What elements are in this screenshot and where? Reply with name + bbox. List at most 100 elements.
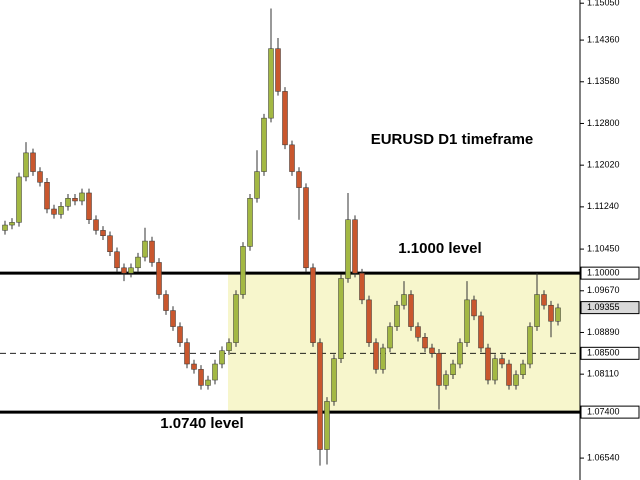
- candle-body: [149, 240, 155, 263]
- candle-body: [9, 222, 15, 226]
- candle-body: [191, 363, 197, 370]
- candle-body: [534, 294, 540, 327]
- candle-body: [254, 171, 260, 199]
- candle-body: [380, 347, 386, 370]
- candle-body: [429, 347, 435, 354]
- y-tick-label: 1.14360: [587, 34, 620, 44]
- candle-body: [72, 198, 78, 202]
- candle-body: [177, 326, 183, 343]
- candle-body: [555, 307, 561, 322]
- candle-body: [37, 171, 43, 183]
- candle-body: [93, 219, 99, 231]
- price-label-box: [580, 266, 640, 280]
- candle-body: [541, 294, 547, 306]
- price-label: 1.10000: [587, 268, 620, 278]
- candle-body: [520, 363, 526, 375]
- price-label: 1.08500: [587, 348, 620, 358]
- candle-body: [310, 267, 316, 343]
- candle-body: [275, 48, 281, 92]
- candle-body: [247, 198, 253, 247]
- price-label-box: [580, 301, 640, 315]
- candle-body: [513, 374, 519, 386]
- candle-body: [212, 363, 218, 381]
- candle-body: [226, 342, 232, 351]
- candle-body: [79, 192, 85, 202]
- y-tick-label: 1.12800: [587, 118, 620, 128]
- candle-body: [289, 144, 295, 172]
- candle-body: [16, 176, 22, 223]
- candle-body: [205, 379, 211, 386]
- candle-body: [100, 230, 106, 236]
- candle-body: [2, 224, 8, 231]
- candle-body: [499, 358, 505, 365]
- candle-body: [408, 294, 414, 327]
- candle-body: [128, 267, 134, 274]
- candle-body: [471, 299, 477, 317]
- y-tick-label: 1.13580: [587, 76, 620, 86]
- candle-body: [394, 304, 400, 327]
- candle-body: [436, 353, 442, 386]
- candle-body: [121, 267, 127, 274]
- candle-body: [415, 326, 421, 338]
- candle-body: [401, 294, 407, 306]
- candle-body: [58, 206, 64, 215]
- candle-body: [331, 358, 337, 402]
- candle-body: [422, 337, 428, 349]
- candle-body: [303, 187, 309, 269]
- level-label: 1.0740 level: [160, 415, 243, 432]
- candle-body: [527, 326, 533, 365]
- candle-body: [261, 117, 267, 172]
- candle-body: [233, 294, 239, 343]
- candle-body: [65, 198, 71, 207]
- candle-body: [23, 152, 29, 178]
- candle-body: [107, 235, 113, 253]
- y-tick-label: 1.08890: [587, 327, 620, 337]
- candle-body: [352, 219, 358, 274]
- candle-body: [450, 363, 456, 375]
- candle-body: [387, 326, 393, 349]
- y-tick-label: 1.11240: [587, 201, 619, 211]
- candle-body: [184, 342, 190, 365]
- candle-body: [198, 369, 204, 386]
- candle-body: [44, 182, 50, 210]
- candle-body: [135, 256, 141, 269]
- candle-body: [317, 342, 323, 450]
- candle-body: [268, 48, 274, 119]
- candle-body: [506, 363, 512, 386]
- candle-body: [366, 299, 372, 343]
- candle-body: [170, 310, 176, 327]
- price-label: 1.07400: [587, 406, 620, 416]
- candle-body: [163, 294, 169, 311]
- candle-body: [338, 278, 344, 359]
- candle-body: [457, 342, 463, 365]
- price-label-box: [580, 346, 640, 360]
- candle-body: [282, 91, 288, 146]
- candle-body: [156, 262, 162, 295]
- candle-body: [114, 251, 120, 269]
- y-tick-label: 1.06540: [587, 452, 620, 462]
- candle-body: [373, 342, 379, 370]
- candle-body: [219, 350, 225, 365]
- candle-body: [324, 401, 330, 450]
- candle-body: [464, 299, 470, 343]
- y-tick-label: 1.15050: [587, 0, 620, 8]
- candle-body: [296, 171, 302, 188]
- y-tick-label: 1.09670: [587, 285, 620, 295]
- y-tick-label: 1.12020: [587, 160, 620, 170]
- price-label-box: [580, 405, 640, 419]
- candle-body: [492, 358, 498, 381]
- candle-body: [30, 152, 36, 172]
- annotation: EURUSD D1 timeframe: [371, 131, 534, 148]
- candle-body: [548, 304, 554, 322]
- price-label: 1.09355: [587, 302, 620, 312]
- candle-body: [51, 208, 57, 215]
- candle-body: [443, 374, 449, 386]
- y-tick-label: 1.08110: [587, 369, 619, 379]
- candle-body: [86, 192, 92, 220]
- candle-body: [142, 240, 148, 258]
- candle-body: [478, 315, 484, 349]
- candle-body: [485, 347, 491, 381]
- level-label: 1.1000 level: [398, 240, 481, 257]
